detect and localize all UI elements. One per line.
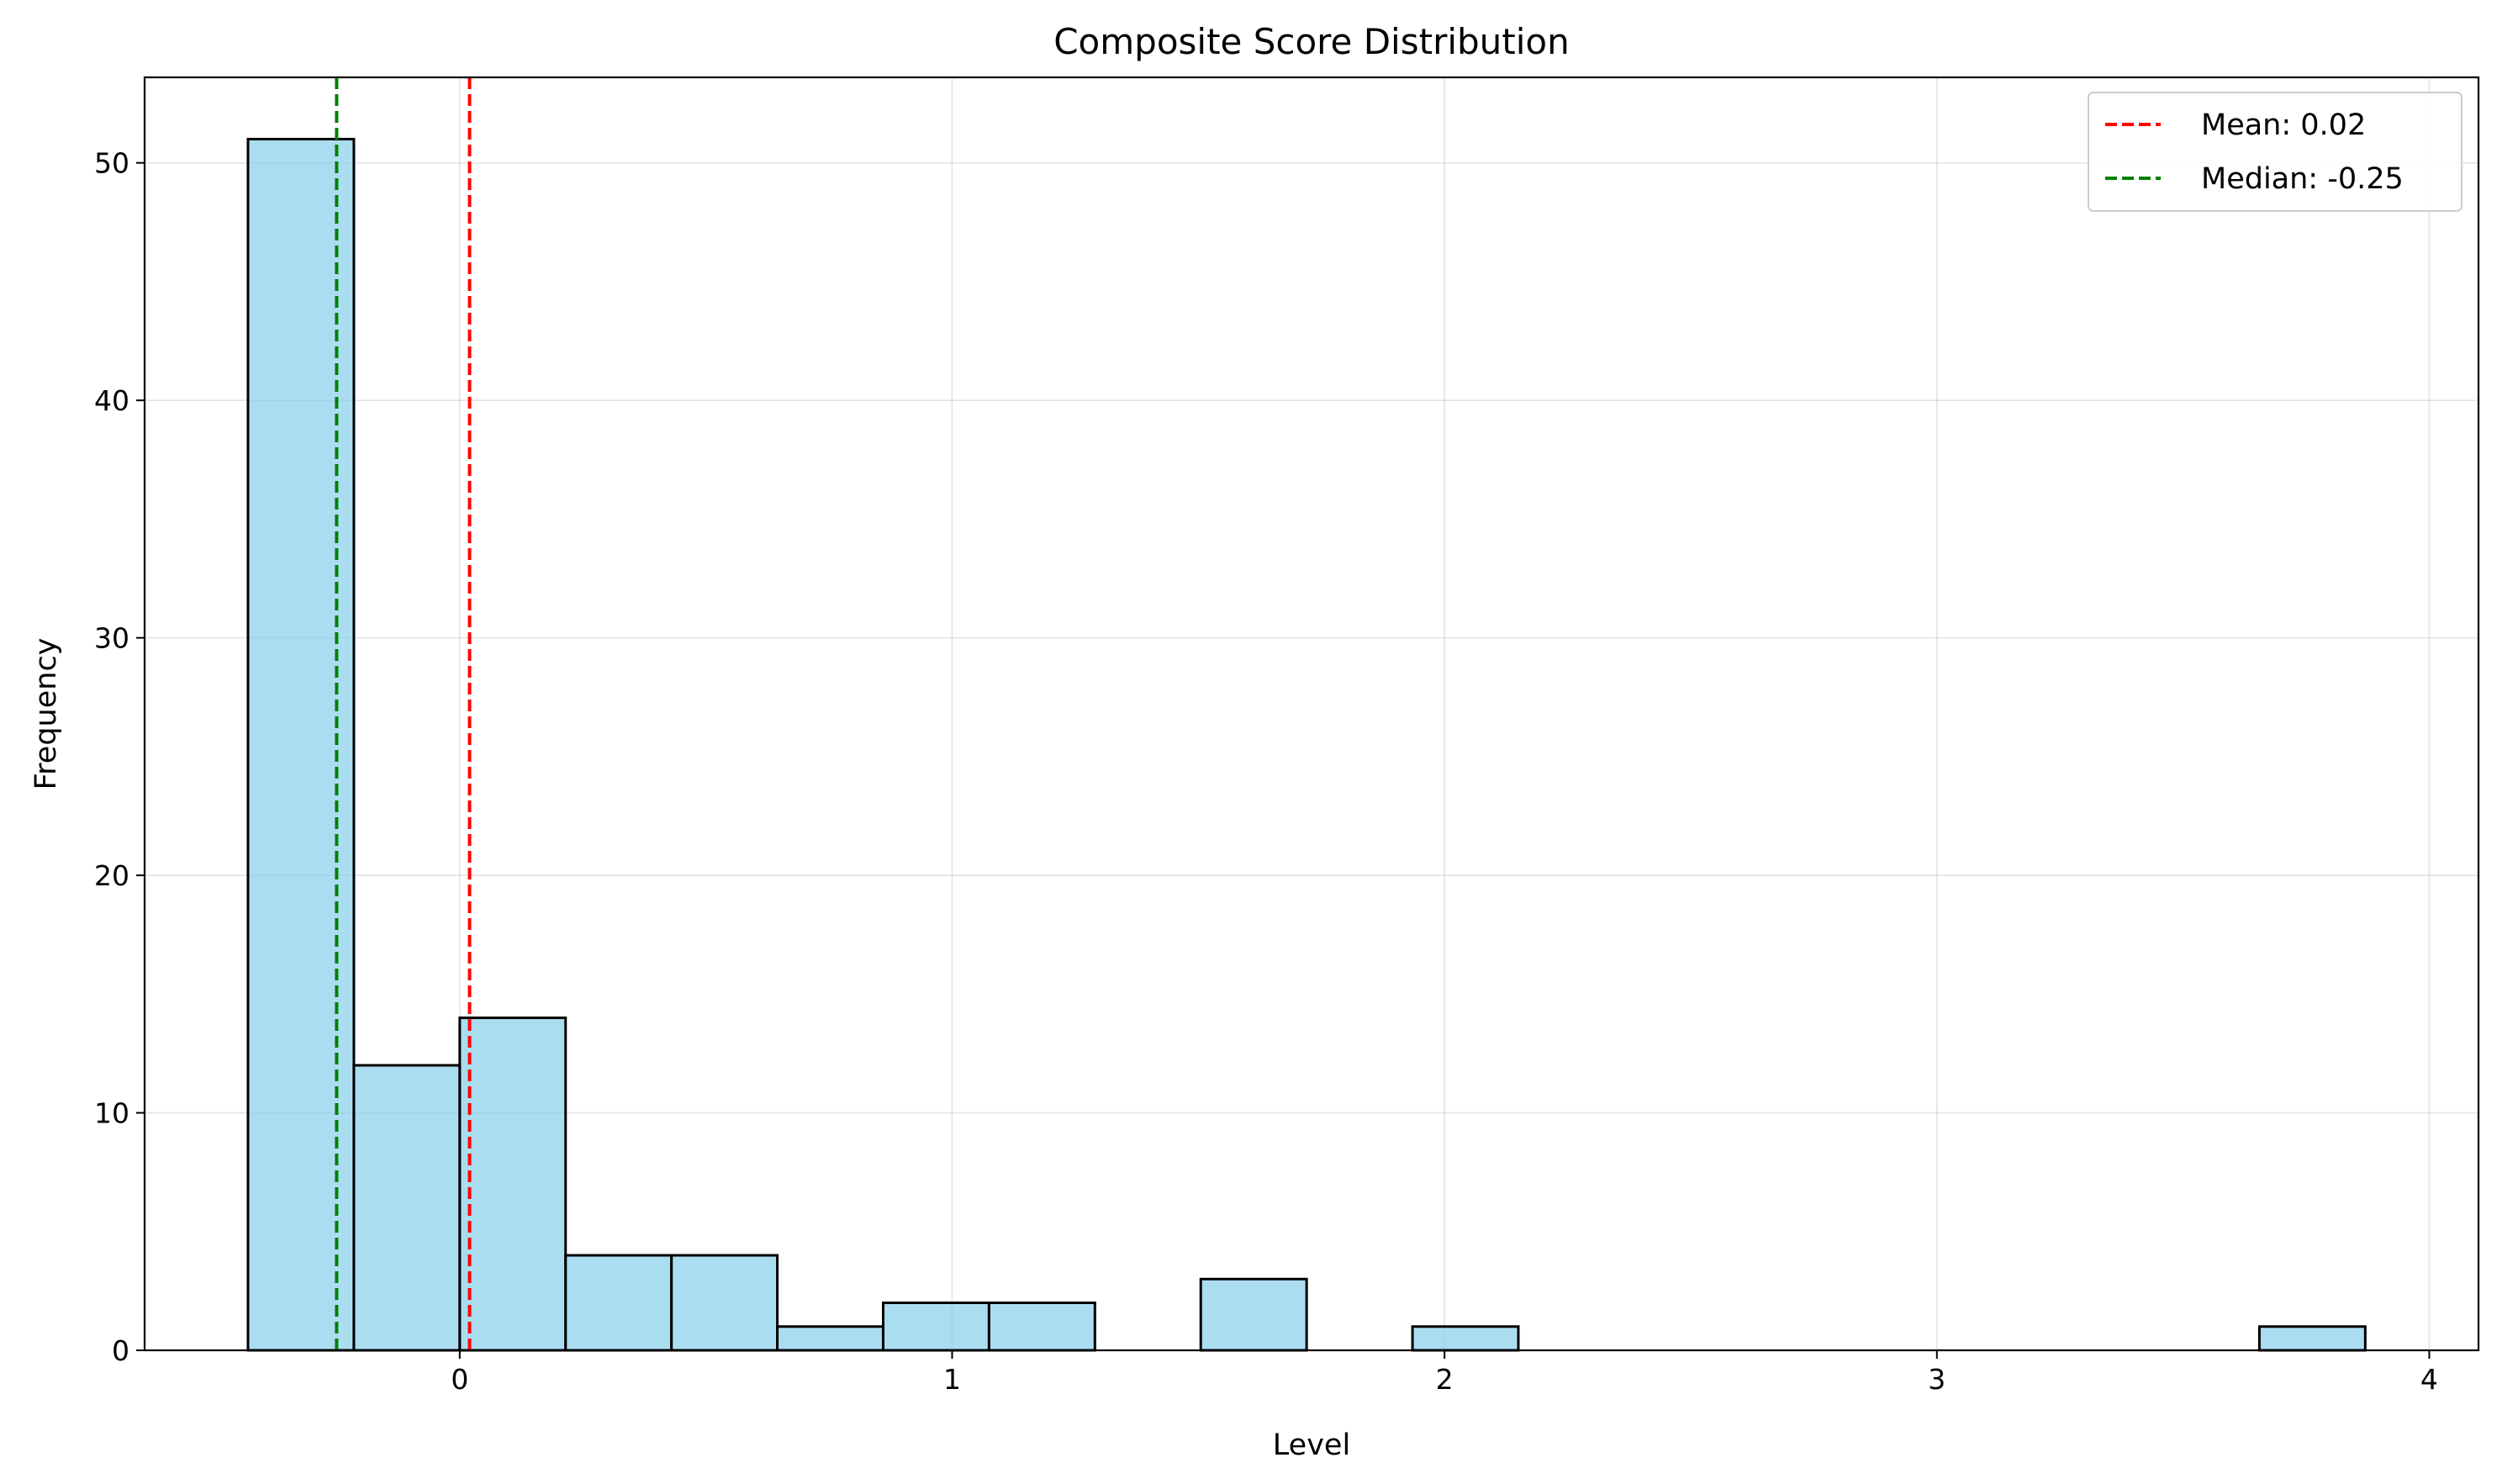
legend-box <box>2088 92 2463 212</box>
y-tick-label: 20 <box>94 859 129 892</box>
histogram-bar <box>1199 1277 1308 1352</box>
x-tick-label: 3 <box>1928 1363 1945 1396</box>
x-tick-label: 0 <box>451 1363 468 1396</box>
y-axis-ticks: 0 10 20 30 40 50 <box>94 147 145 1367</box>
x-axis-ticks: 0 1 2 3 4 <box>451 1350 2438 1396</box>
legend-median-label: Median: -0.25 <box>2201 162 2404 196</box>
y-tick-label: 50 <box>94 147 129 180</box>
chart-title: Composite Score Distribution <box>1053 21 1570 62</box>
histogram-bar <box>776 1325 884 1352</box>
histogram-bar <box>987 1302 1096 1352</box>
plot-frame <box>143 76 2480 1352</box>
histogram-bar <box>1411 1325 1520 1352</box>
y-tick-label: 40 <box>94 384 129 417</box>
legend-mean-label: Mean: 0.02 <box>2201 108 2366 142</box>
legend: Mean: 0.02 Median: -0.25 <box>2088 92 2463 212</box>
histogram-bar <box>352 1064 462 1352</box>
y-tick-label: 30 <box>94 622 129 655</box>
histogram-bars <box>246 137 2367 1352</box>
histogram-bar <box>564 1254 673 1352</box>
x-tick-label: 4 <box>2420 1363 2438 1396</box>
histogram-bar <box>458 1017 568 1352</box>
x-tick-label: 2 <box>1436 1363 1454 1396</box>
y-axis-label: Frequency <box>29 638 63 790</box>
histogram-bar <box>670 1254 779 1352</box>
reference-lines <box>335 77 472 1350</box>
x-tick-label: 1 <box>943 1363 961 1396</box>
histogram-bar <box>881 1302 990 1352</box>
y-tick-label: 10 <box>94 1097 129 1130</box>
x-axis-label: Level <box>1273 1429 1350 1462</box>
histogram-bar <box>2257 1325 2367 1352</box>
y-tick-label: 0 <box>112 1334 129 1367</box>
